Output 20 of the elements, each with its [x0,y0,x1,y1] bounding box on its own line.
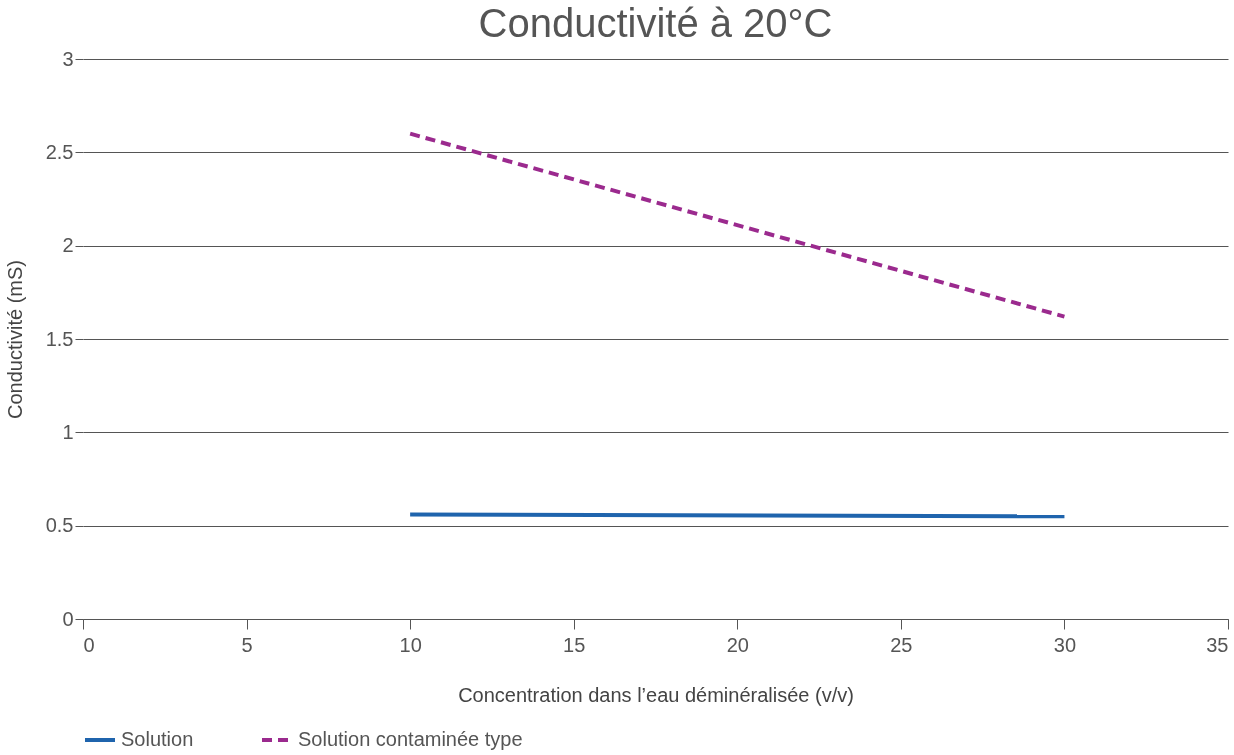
x-tick-label: 25 [890,633,913,656]
legend-label: Solution [121,728,194,750]
x-tick-label: 35 [1206,633,1229,656]
x-tick-label: 10 [399,633,422,656]
x-tick-label: 0 [83,633,95,656]
y-tick-label: 3 [62,47,74,70]
chart-title: Conductivité à 20°C [478,1,833,45]
y-tick-label: 2 [62,234,74,257]
x-axis-title: Concentration dans l’eau déminéralisée (v/v) [458,683,854,706]
x-tick-label: 30 [1053,633,1077,656]
y-axis-title: Conductivité (mS) [3,260,26,419]
y-tick-label: 0 [62,607,74,630]
x-tick-label: 5 [241,633,253,656]
x-tick-label: 20 [726,633,749,656]
y-tick-label: 1 [62,420,74,443]
x-tick-label: 15 [563,633,586,656]
y-tick-label: 2.5 [45,140,74,163]
legend-label: Solution contaminée type [298,728,523,750]
y-tick-label: 0.5 [45,514,74,537]
y-tick-label: 1.5 [45,327,74,350]
